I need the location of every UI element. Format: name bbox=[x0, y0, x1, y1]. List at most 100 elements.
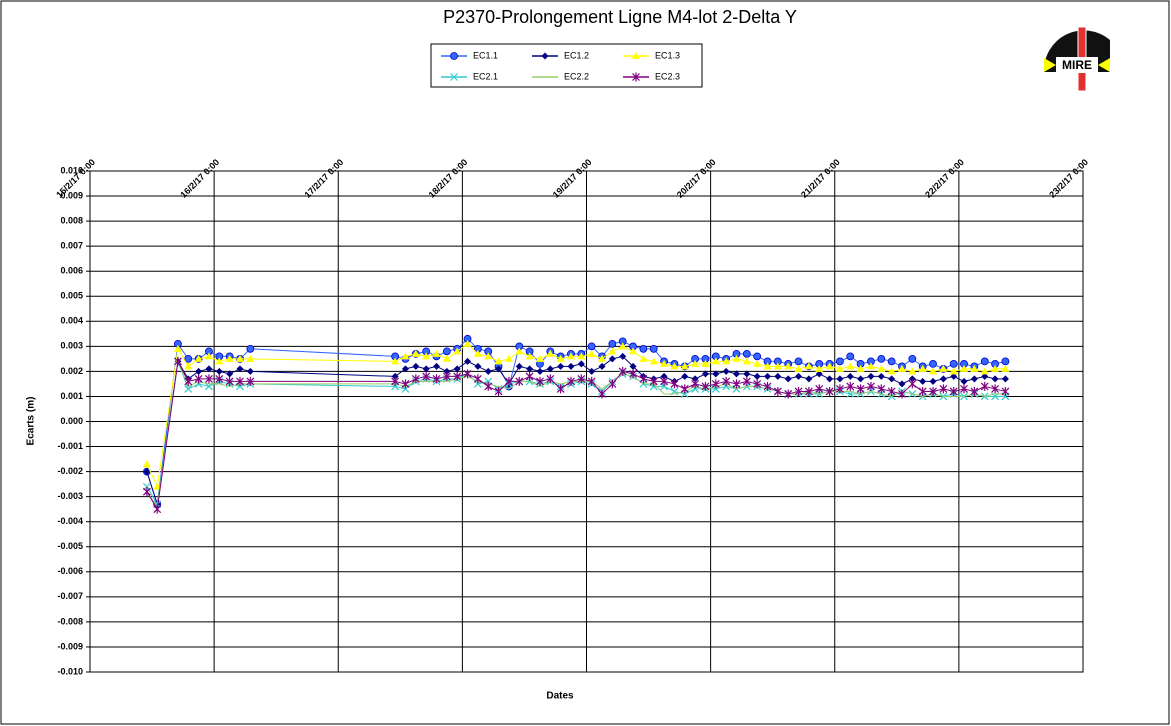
marker bbox=[1001, 375, 1009, 383]
marker bbox=[649, 357, 658, 365]
marker bbox=[784, 389, 793, 399]
marker bbox=[732, 370, 740, 378]
marker bbox=[422, 352, 431, 360]
y-tick-label: 0.005 bbox=[60, 291, 83, 301]
marker bbox=[453, 347, 462, 355]
marker bbox=[825, 362, 834, 370]
marker bbox=[857, 375, 865, 383]
marker bbox=[991, 364, 1000, 372]
marker bbox=[908, 354, 917, 363]
marker bbox=[464, 357, 472, 365]
chart-title: P2370-Prolongement Ligne M4-lot 2-Delta … bbox=[443, 7, 797, 27]
series-line bbox=[146, 343, 1006, 489]
marker bbox=[235, 354, 244, 362]
legend-label: EC2.3 bbox=[655, 71, 680, 81]
marker bbox=[691, 379, 700, 389]
y-tick-label: -0.002 bbox=[57, 466, 83, 476]
marker bbox=[225, 376, 234, 386]
marker bbox=[598, 362, 606, 370]
marker bbox=[608, 339, 617, 348]
y-tick-label: 0.008 bbox=[60, 215, 83, 225]
series bbox=[143, 352, 1009, 508]
marker bbox=[742, 349, 751, 358]
marker bbox=[215, 357, 224, 365]
y-tick-label: -0.006 bbox=[57, 566, 83, 576]
marker bbox=[888, 375, 896, 383]
marker bbox=[143, 468, 151, 476]
marker bbox=[629, 347, 638, 355]
marker bbox=[173, 344, 182, 352]
marker bbox=[411, 374, 420, 384]
marker bbox=[980, 357, 989, 366]
marker bbox=[494, 357, 503, 365]
marker bbox=[680, 362, 689, 370]
series-line bbox=[146, 338, 1006, 505]
marker bbox=[184, 354, 193, 363]
marker bbox=[763, 381, 772, 391]
marker bbox=[980, 367, 989, 375]
marker bbox=[764, 372, 772, 380]
marker bbox=[515, 347, 524, 355]
marker bbox=[205, 365, 213, 373]
marker bbox=[949, 367, 958, 375]
series-line bbox=[146, 359, 1006, 511]
y-tick-label: 0.002 bbox=[60, 366, 83, 376]
series-line bbox=[146, 359, 1006, 509]
y-tick-label: 0.007 bbox=[60, 241, 83, 251]
marker bbox=[184, 376, 193, 386]
marker bbox=[567, 362, 575, 370]
y-tick-label: 0.006 bbox=[60, 266, 83, 276]
marker bbox=[142, 460, 151, 468]
marker bbox=[639, 374, 648, 384]
marker bbox=[887, 367, 896, 375]
marker bbox=[981, 372, 989, 380]
marker bbox=[639, 344, 648, 353]
marker bbox=[598, 389, 606, 399]
marker bbox=[794, 357, 803, 366]
marker bbox=[670, 362, 679, 370]
marker bbox=[877, 372, 885, 380]
x-axis-title: Dates bbox=[546, 691, 574, 702]
marker bbox=[949, 359, 958, 368]
marker bbox=[753, 359, 762, 367]
marker bbox=[691, 359, 700, 367]
marker bbox=[742, 376, 751, 386]
y-tick-label: 0.003 bbox=[60, 341, 83, 351]
marker bbox=[504, 354, 513, 362]
marker bbox=[898, 389, 906, 399]
marker bbox=[866, 362, 875, 370]
marker bbox=[804, 386, 813, 396]
marker bbox=[484, 352, 493, 360]
marker bbox=[649, 344, 658, 353]
marker bbox=[556, 384, 565, 394]
marker bbox=[246, 376, 255, 386]
marker bbox=[908, 379, 917, 389]
marker bbox=[236, 365, 244, 373]
marker bbox=[773, 386, 782, 396]
marker bbox=[908, 367, 917, 375]
marker bbox=[794, 386, 803, 396]
y-tick-label: -0.010 bbox=[57, 666, 83, 676]
marker bbox=[391, 376, 400, 386]
marker bbox=[815, 384, 824, 394]
marker bbox=[836, 375, 844, 383]
marker bbox=[504, 376, 513, 386]
marker bbox=[711, 357, 720, 365]
marker bbox=[391, 357, 400, 365]
marker bbox=[649, 376, 658, 386]
marker bbox=[525, 371, 534, 381]
marker bbox=[142, 487, 151, 497]
marker bbox=[246, 354, 255, 362]
marker bbox=[226, 370, 234, 378]
marker bbox=[929, 359, 937, 368]
series bbox=[146, 359, 1006, 509]
marker bbox=[918, 386, 927, 396]
marker bbox=[173, 356, 182, 366]
series-line bbox=[146, 355, 1006, 505]
marker bbox=[722, 357, 731, 365]
marker bbox=[484, 367, 492, 375]
marker bbox=[691, 375, 699, 383]
legend bbox=[430, 43, 703, 88]
marker bbox=[701, 370, 709, 378]
marker bbox=[401, 365, 409, 373]
